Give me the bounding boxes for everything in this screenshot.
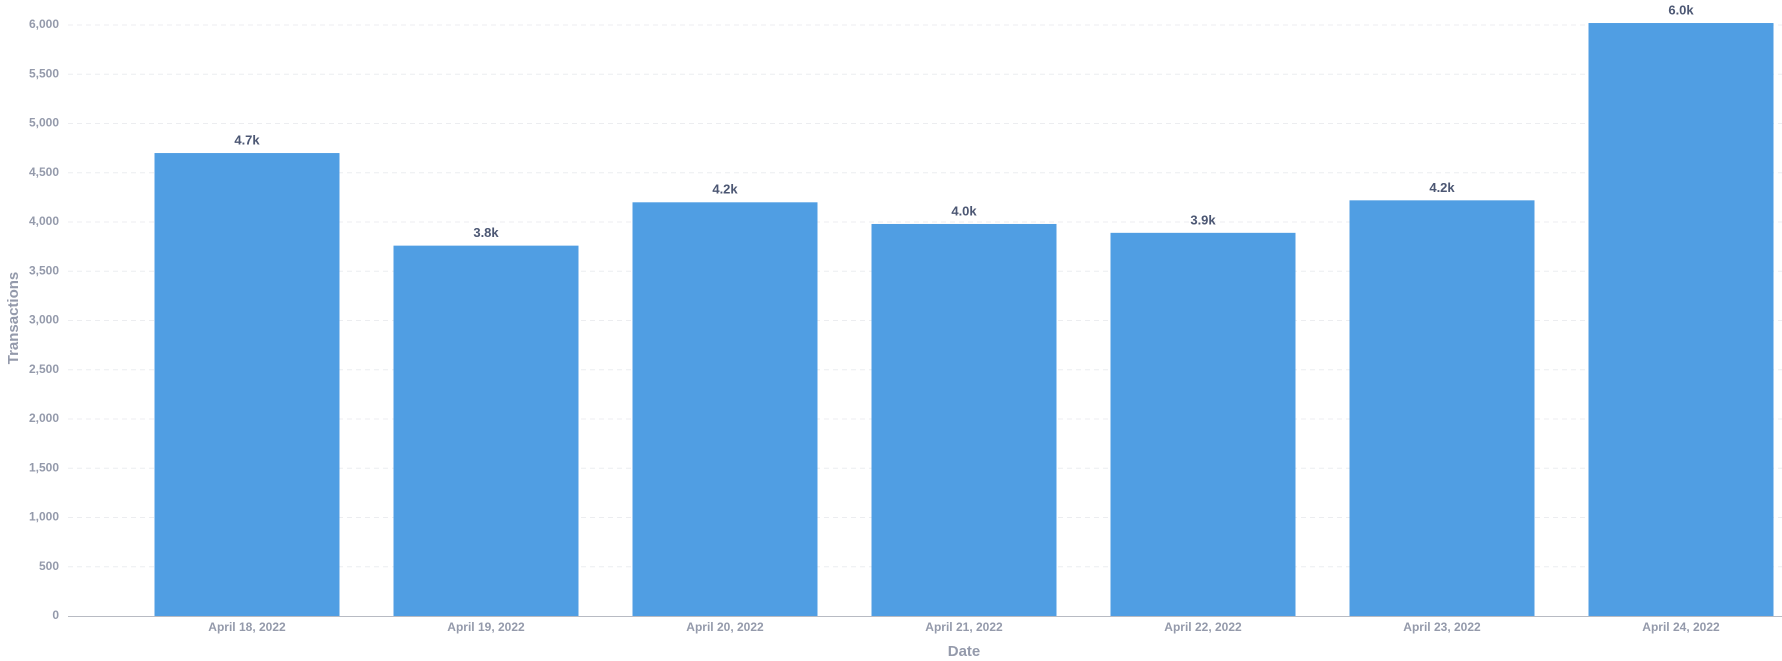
y-tick-label: 3,500	[29, 263, 59, 277]
x-tick-label: April 20, 2022	[686, 620, 764, 634]
bar	[871, 223, 1057, 616]
value-label: 4.7k	[234, 132, 260, 147]
y-tick-label: 1,500	[29, 460, 59, 474]
x-tick-label: April 18, 2022	[208, 620, 286, 634]
y-tick-label: 4,000	[29, 214, 59, 228]
y-tick-label: 5,000	[29, 116, 59, 130]
y-tick-label: 1,000	[29, 510, 59, 524]
y-tick-label: 0	[52, 608, 59, 622]
y-tick-label: 6,000	[29, 17, 59, 31]
bar	[393, 245, 579, 616]
y-tick-label: 3,000	[29, 313, 59, 327]
y-tick-label: 2,000	[29, 411, 59, 425]
y-axis-title: Transactions	[5, 272, 22, 365]
bar	[1588, 23, 1774, 616]
y-tick-label: 4,500	[29, 165, 59, 179]
x-tick-label: April 24, 2022	[1642, 620, 1720, 634]
value-label: 4.2k	[712, 182, 738, 197]
y-tick-label: 5,500	[29, 66, 59, 80]
x-axis-title: Date	[948, 643, 981, 660]
x-tick-label: April 22, 2022	[1164, 620, 1242, 634]
y-tick-label: 500	[39, 559, 59, 573]
x-tick-label: April 21, 2022	[925, 620, 1003, 634]
value-label: 4.2k	[1429, 180, 1455, 195]
bar	[1349, 200, 1535, 616]
bar	[154, 153, 340, 617]
value-label: 3.8k	[473, 225, 499, 240]
value-label: 4.0k	[951, 203, 977, 218]
bar	[1110, 232, 1296, 616]
bar	[632, 202, 818, 617]
y-tick-label: 2,500	[29, 362, 59, 376]
value-label: 3.9k	[1190, 212, 1216, 227]
x-tick-label: April 19, 2022	[447, 620, 525, 634]
x-tick-label: April 23, 2022	[1403, 620, 1481, 634]
value-label: 6.0k	[1668, 2, 1694, 17]
